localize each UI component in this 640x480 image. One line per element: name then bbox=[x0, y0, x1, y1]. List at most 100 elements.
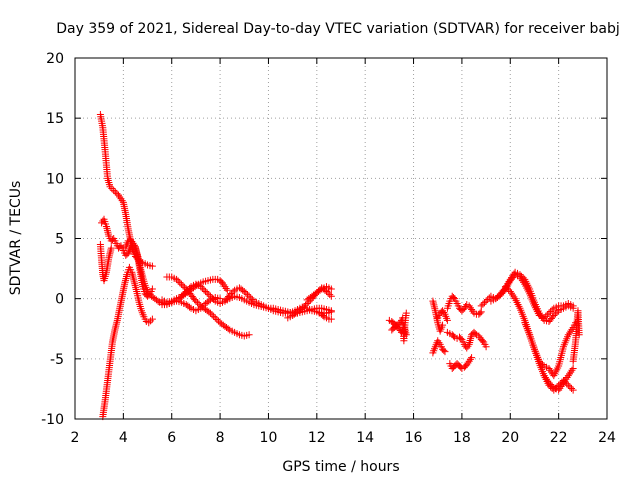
data-point-marker bbox=[519, 274, 527, 282]
data-point-marker bbox=[179, 282, 187, 290]
y-tick-label: 15 bbox=[46, 111, 64, 127]
series-trace-z bbox=[569, 307, 583, 365]
data-point-marker bbox=[298, 304, 306, 312]
x-tick-label: 4 bbox=[119, 430, 128, 446]
data-point-marker bbox=[440, 346, 448, 354]
data-point-marker bbox=[211, 314, 219, 322]
data-point-marker bbox=[179, 291, 187, 299]
data-point-marker bbox=[478, 337, 486, 345]
data-point-marker bbox=[229, 288, 237, 296]
data-point-marker bbox=[106, 183, 114, 191]
data-point-marker bbox=[464, 342, 472, 350]
data-point-marker bbox=[326, 291, 334, 299]
y-tick-label: -5 bbox=[50, 352, 64, 368]
data-point-marker bbox=[221, 283, 229, 291]
data-point-marker bbox=[564, 372, 572, 380]
data-points bbox=[96, 111, 583, 421]
data-point-marker bbox=[222, 284, 230, 292]
data-point-marker bbox=[468, 354, 476, 362]
data-point-marker bbox=[547, 381, 555, 389]
data-point-marker bbox=[243, 291, 251, 299]
data-point-marker bbox=[507, 274, 515, 282]
data-point-marker bbox=[510, 293, 518, 301]
data-point-marker bbox=[546, 366, 554, 374]
data-point-marker bbox=[116, 193, 124, 201]
data-point-marker bbox=[145, 319, 153, 327]
data-point-marker bbox=[224, 325, 232, 333]
data-point-marker bbox=[197, 283, 205, 291]
data-point-marker bbox=[393, 321, 401, 329]
series-trace-h bbox=[158, 293, 224, 315]
data-point-marker bbox=[501, 283, 509, 291]
data-point-marker bbox=[219, 279, 227, 287]
data-point-marker bbox=[394, 323, 402, 331]
data-point-marker bbox=[540, 372, 548, 380]
data-point-marker bbox=[327, 285, 335, 293]
data-point-marker bbox=[194, 299, 202, 307]
data-point-marker bbox=[480, 299, 488, 307]
data-point-marker bbox=[493, 293, 501, 301]
y-tick-label: 10 bbox=[46, 171, 64, 187]
data-point-marker bbox=[468, 305, 476, 313]
data-point-marker bbox=[543, 375, 551, 383]
data-point-marker bbox=[465, 357, 473, 365]
data-point-marker bbox=[575, 331, 583, 339]
data-point-marker bbox=[198, 284, 206, 292]
data-point-marker bbox=[477, 308, 485, 316]
data-point-marker bbox=[509, 291, 517, 299]
data-point-marker bbox=[174, 277, 182, 285]
data-point-marker bbox=[469, 307, 477, 315]
data-point-marker bbox=[247, 294, 255, 302]
y-tick-label: 0 bbox=[55, 292, 64, 308]
data-point-marker bbox=[245, 331, 253, 339]
data-point-marker bbox=[242, 289, 250, 297]
data-point-marker bbox=[466, 304, 474, 312]
data-point-marker bbox=[144, 287, 152, 295]
data-point-marker bbox=[435, 339, 443, 347]
series-trace-c bbox=[96, 241, 115, 285]
data-point-marker bbox=[567, 368, 575, 376]
data-point-marker bbox=[154, 297, 162, 305]
data-point-marker bbox=[111, 188, 119, 196]
x-tick-label: 14 bbox=[356, 430, 374, 446]
data-point-marker bbox=[115, 191, 123, 199]
data-point-marker bbox=[245, 292, 253, 300]
data-point-marker bbox=[198, 303, 206, 311]
data-point-marker bbox=[185, 303, 193, 311]
data-point-marker bbox=[477, 302, 485, 310]
data-point-marker bbox=[216, 295, 224, 303]
data-point-marker bbox=[208, 311, 216, 319]
data-point-marker bbox=[240, 287, 248, 295]
data-point-marker bbox=[562, 375, 570, 383]
data-point-marker bbox=[110, 186, 118, 194]
x-tick-label: 16 bbox=[405, 430, 423, 446]
data-point-marker bbox=[197, 304, 205, 312]
x-tick-label: 24 bbox=[598, 430, 616, 446]
series-trace-d bbox=[99, 263, 156, 421]
data-point-marker bbox=[539, 315, 547, 323]
data-point-marker bbox=[563, 373, 571, 381]
data-point-marker bbox=[205, 297, 213, 305]
data-point-marker bbox=[506, 287, 514, 295]
series-trace-v bbox=[487, 268, 577, 326]
data-point-marker bbox=[223, 286, 231, 294]
data-point-marker bbox=[205, 291, 213, 299]
data-point-marker bbox=[503, 284, 511, 292]
data-point-marker bbox=[98, 219, 106, 227]
data-point-marker bbox=[556, 384, 564, 392]
data-point-marker bbox=[569, 364, 577, 372]
series-trace-n bbox=[388, 321, 410, 339]
y-tick-label: -10 bbox=[41, 412, 64, 428]
x-tick-label: 10 bbox=[260, 430, 278, 446]
series-trace-u bbox=[477, 271, 577, 322]
data-point-marker bbox=[466, 355, 474, 363]
data-point-marker bbox=[319, 312, 327, 320]
y-tick-label: 20 bbox=[46, 51, 64, 67]
data-point-marker bbox=[553, 308, 561, 316]
data-point-marker bbox=[460, 304, 468, 312]
x-tick-label: 6 bbox=[167, 430, 176, 446]
data-point-marker bbox=[200, 286, 208, 294]
data-point-marker bbox=[568, 385, 576, 393]
data-point-marker bbox=[300, 303, 308, 311]
data-point-marker bbox=[327, 315, 335, 323]
